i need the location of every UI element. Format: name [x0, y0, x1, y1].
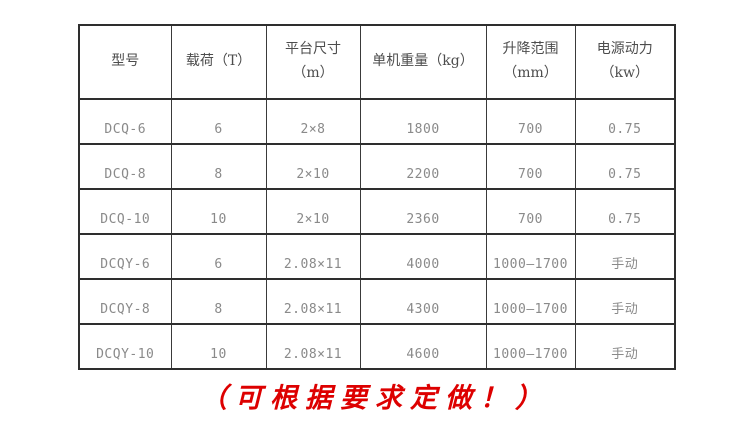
cell-power: 手动 [574, 278, 676, 325]
cell-range: 700 [485, 98, 576, 145]
column-header-lift-range: 升降范围 （mm） [485, 24, 576, 100]
cell-range: 1000—1700 [485, 278, 576, 325]
cell-model: DCQ-8 [78, 143, 172, 190]
cell-platform: 2×10 [265, 143, 361, 190]
column-header-load: 载荷（T） [170, 24, 267, 100]
header-row: 型号 载荷（T） 平台尺寸 （m） 单机重量（kg） 升降范围 （mm [78, 24, 676, 100]
table-row: DCQ-10 10 2×10 2360 700 0.75 [78, 188, 676, 235]
cell-power: 0.75 [574, 143, 676, 190]
table-row: DCQ-6 6 2×8 1800 700 0.75 [78, 98, 676, 145]
spec-table: 型号 载荷（T） 平台尺寸 （m） 单机重量（kg） 升降范围 （mm [78, 24, 676, 370]
cell-load: 8 [170, 143, 267, 190]
cell-weight: 2200 [359, 143, 487, 190]
cell-range: 1000—1700 [485, 323, 576, 370]
cell-power: 手动 [574, 233, 676, 280]
cell-model: DCQY-8 [78, 278, 172, 325]
table-row: DCQY-6 6 2.08×11 4000 1000—1700 手动 [78, 233, 676, 280]
cell-load: 6 [170, 98, 267, 145]
cell-power: 手动 [574, 323, 676, 370]
cell-weight: 4300 [359, 278, 487, 325]
header-unit: （m） [292, 65, 334, 81]
cell-weight: 1800 [359, 98, 487, 145]
header-label: 平台尺寸 [285, 41, 341, 58]
cell-range: 700 [485, 188, 576, 235]
cell-model: DCQ-10 [78, 188, 172, 235]
cell-weight: 4600 [359, 323, 487, 370]
cell-load: 10 [170, 188, 267, 235]
cell-range: 700 [485, 143, 576, 190]
table-row: DCQY-8 8 2.08×11 4300 1000—1700 手动 [78, 278, 676, 325]
cell-load: 10 [170, 323, 267, 370]
cell-range: 1000—1700 [485, 233, 576, 280]
cell-weight: 4000 [359, 233, 487, 280]
cell-load: 8 [170, 278, 267, 325]
custom-order-note: （可根据要求定做！） [200, 383, 550, 414]
cell-platform: 2×10 [265, 188, 361, 235]
header-label: 型号 [111, 53, 140, 70]
cell-model: DCQ-6 [78, 98, 172, 145]
column-header-model: 型号 [78, 24, 172, 100]
table-row: DCQY-10 10 2.08×11 4600 1000—1700 手动 [78, 323, 676, 370]
cell-power: 0.75 [574, 188, 676, 235]
cell-model: DCQY-10 [78, 323, 172, 370]
header-unit: （mm） [503, 65, 558, 81]
cell-weight: 2360 [359, 188, 487, 235]
header-unit: （kw） [600, 65, 649, 81]
header-label: 载荷（T） [185, 53, 252, 70]
cell-platform: 2.08×11 [265, 278, 361, 325]
cell-platform: 2.08×11 [265, 233, 361, 280]
column-header-platform-size: 平台尺寸 （m） [265, 24, 361, 100]
column-header-power: 电源动力 （kw） [574, 24, 676, 100]
cell-load: 6 [170, 233, 267, 280]
cell-power: 0.75 [574, 98, 676, 145]
header-label: 单机重量（kg） [372, 53, 474, 70]
header-label: 电源动力 [596, 41, 653, 58]
column-header-unit-weight: 单机重量（kg） [359, 24, 487, 100]
cell-platform: 2.08×11 [265, 323, 361, 370]
header-label: 升降范围 [502, 41, 559, 58]
table-row: DCQ-8 8 2×10 2200 700 0.75 [78, 143, 676, 190]
cell-platform: 2×8 [265, 98, 361, 145]
cell-model: DCQY-6 [78, 233, 172, 280]
